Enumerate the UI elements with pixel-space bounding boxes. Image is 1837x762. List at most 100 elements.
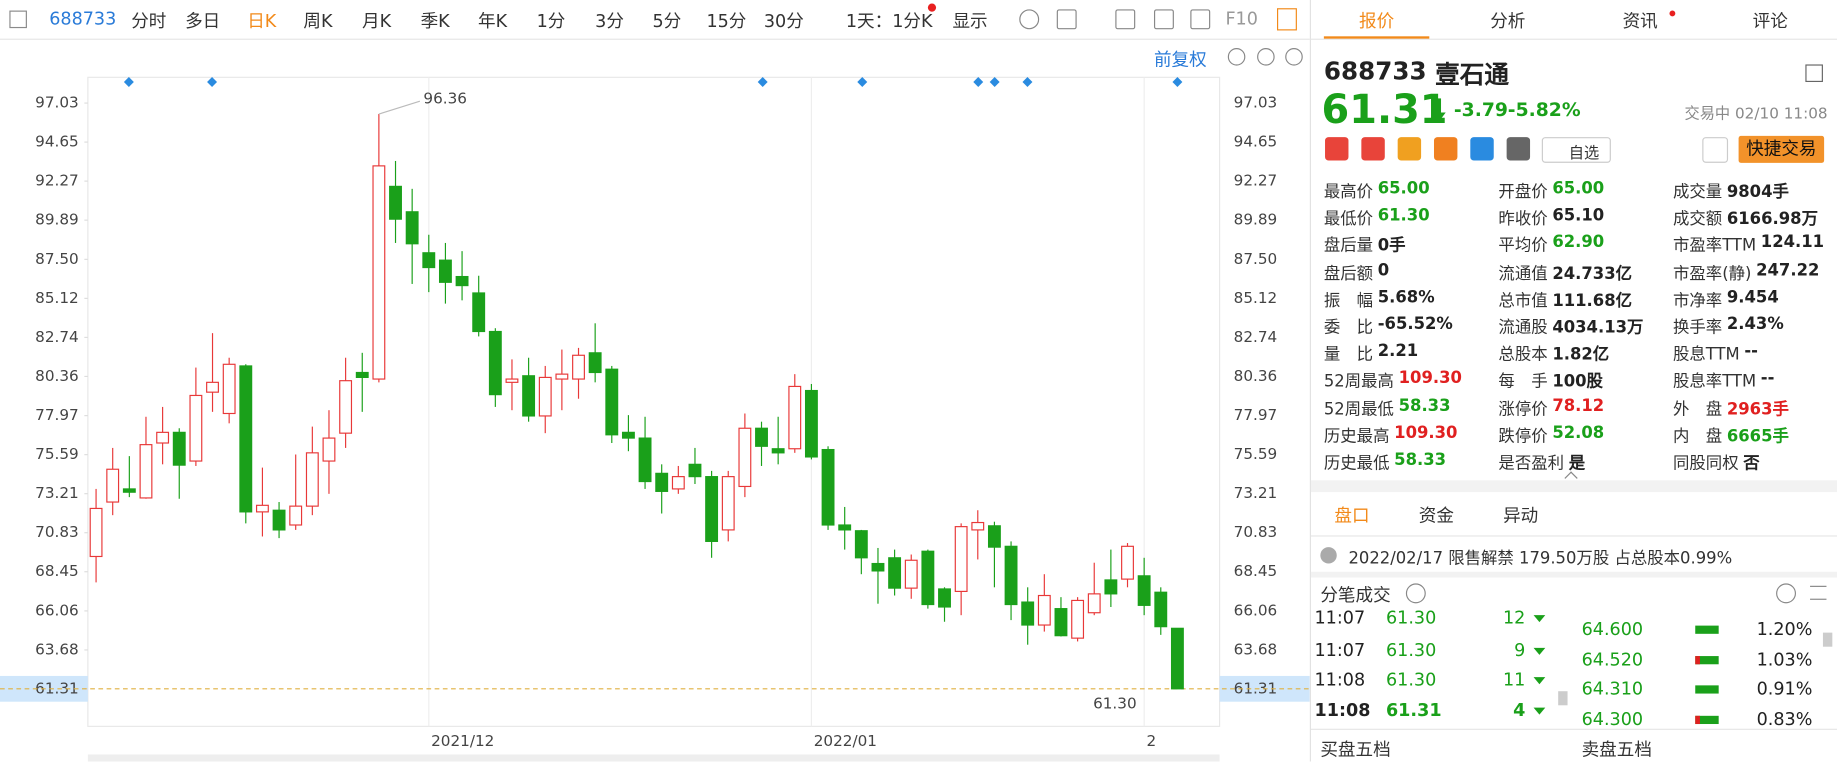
panel-tab[interactable]: 评论 [1752, 10, 1788, 32]
period-tab[interactable]: 日K [247, 10, 277, 32]
quote-code: 688733 [1323, 57, 1427, 86]
sub-tab[interactable]: 异动 [1503, 504, 1539, 527]
period-tab[interactable]: 分时 [131, 10, 167, 32]
panel-tab[interactable]: 报价 [1359, 10, 1395, 32]
list-icon[interactable] [1810, 585, 1827, 600]
stat-value: 1.82亿 [1552, 345, 1610, 365]
feature-icon[interactable] [1506, 137, 1531, 161]
period-tab[interactable]: 3分 [595, 10, 624, 32]
stat-label: 平均价 [1498, 237, 1548, 256]
bell-icon[interactable] [1702, 137, 1729, 163]
candle-body [555, 373, 569, 380]
red-dot [927, 3, 937, 12]
sub-tab[interactable]: 盘口 [1334, 504, 1370, 527]
stat-label: 市盈率TTM [1672, 237, 1757, 256]
stat-value: 0手 [1377, 237, 1406, 256]
candle-body [788, 385, 802, 450]
sub-tab[interactable]: 资金 [1418, 504, 1454, 527]
display-menu[interactable]: 显示 [952, 10, 988, 32]
feature-icon[interactable] [1470, 137, 1494, 161]
camera-icon[interactable] [1115, 9, 1136, 30]
f10-button[interactable]: F10 [1225, 8, 1258, 30]
quote-price: 61.31 [1321, 86, 1448, 134]
stat-label: 股息率TTM [1672, 373, 1757, 392]
chart-icon[interactable] [1227, 48, 1246, 66]
candle-body [1170, 627, 1184, 690]
period-tab[interactable]: 季K [420, 10, 450, 32]
layout-icon[interactable] [1277, 8, 1297, 31]
watch-label[interactable]: 自选 [1568, 145, 1600, 163]
trade-price: 61.30 [1385, 668, 1437, 691]
stat-value: 109.30 [1394, 423, 1458, 443]
candle-body [1104, 579, 1118, 595]
trade-time: 11:08 [1314, 668, 1366, 691]
square-icon[interactable] [1056, 9, 1077, 30]
multi-day[interactable]: 1天：1分K [845, 10, 933, 32]
quick-trade[interactable]: 快捷交易 [1738, 135, 1825, 163]
stat-label: 盘后额 [1323, 264, 1374, 284]
stat-value: 0 [1377, 260, 1390, 280]
chart-icon[interactable] [1285, 48, 1303, 66]
adjust-mode[interactable]: 前复权 [1153, 49, 1207, 71]
feature-icon[interactable] [1433, 137, 1458, 161]
y-tick-label: 89.89 [35, 211, 79, 229]
trade-price: 61.31 [1385, 698, 1442, 720]
stat-label: 昨收价 [1498, 209, 1548, 229]
trade-volume: 11 [1503, 668, 1526, 691]
candle-body [1004, 545, 1018, 606]
plot-frame [87, 76, 1221, 727]
buy-title: 买盘五档 [1320, 739, 1391, 761]
panel-tab[interactable]: 资讯 [1622, 10, 1658, 32]
stat-label: 市净率 [1672, 291, 1723, 311]
period-tab[interactable]: 年K [477, 10, 508, 32]
stat-value: 65.00 [1552, 179, 1605, 198]
candle-body [854, 530, 868, 559]
stat-label: 成交额 [1672, 209, 1723, 229]
feature-icon[interactable] [1325, 137, 1349, 161]
period-tab[interactable]: 1分 [536, 10, 566, 32]
feature-icon[interactable] [1397, 137, 1422, 161]
gear-icon[interactable] [1019, 9, 1040, 30]
scrollbar [87, 754, 1220, 762]
candle-body [921, 550, 935, 606]
stat-label: 总市值 [1498, 291, 1548, 311]
stat-value: 61.30 [1377, 206, 1430, 226]
y-tick-label: 97.03 [35, 94, 79, 112]
feature-icon[interactable] [1361, 137, 1385, 161]
watch-button[interactable]: 自选 [1541, 137, 1611, 163]
candle-body [172, 431, 186, 466]
pen-icon[interactable] [1153, 9, 1174, 30]
period-tab[interactable]: 15分 [706, 10, 747, 32]
chart-icon[interactable] [1257, 48, 1275, 66]
trade-arrow [1533, 677, 1546, 685]
period-tab[interactable]: 多日 [185, 10, 221, 32]
panel-tab[interactable]: 分析 [1490, 10, 1526, 32]
period-tab[interactable]: 5分 [652, 10, 682, 32]
period-tab[interactable]: 月K [362, 10, 392, 32]
help-icon[interactable] [1405, 583, 1426, 604]
y-tick-label: 94.65 [1234, 133, 1278, 151]
checkbox-icon[interactable] [9, 10, 27, 29]
menu-icon[interactable] [1805, 64, 1823, 83]
expand-icon[interactable] [1190, 9, 1211, 30]
stat-value: 78.12 [1552, 396, 1605, 416]
candle-body [938, 588, 951, 608]
candle-body [355, 371, 369, 378]
period-tab[interactable]: 周K [303, 10, 333, 32]
depth-price: 64.300 [1581, 708, 1644, 730]
y-tick-label: 73.21 [35, 484, 79, 502]
period-tab[interactable]: 30分 [763, 10, 804, 32]
candle-body [688, 463, 702, 478]
trade-volume: 9 [1514, 639, 1526, 661]
candle-body [538, 376, 552, 417]
candle-body [954, 526, 968, 592]
y-tick-label: 82.74 [35, 328, 79, 346]
event-marker [989, 77, 1000, 87]
depth-bar [1695, 625, 1719, 634]
candle-body [122, 488, 136, 493]
more-icon[interactable] [1776, 583, 1797, 604]
y-tick-label: 87.50 [35, 250, 79, 268]
stat-value: 58.33 [1394, 451, 1447, 470]
stat-label: 市盈率(静) [1672, 264, 1752, 284]
candle-body [89, 507, 103, 558]
